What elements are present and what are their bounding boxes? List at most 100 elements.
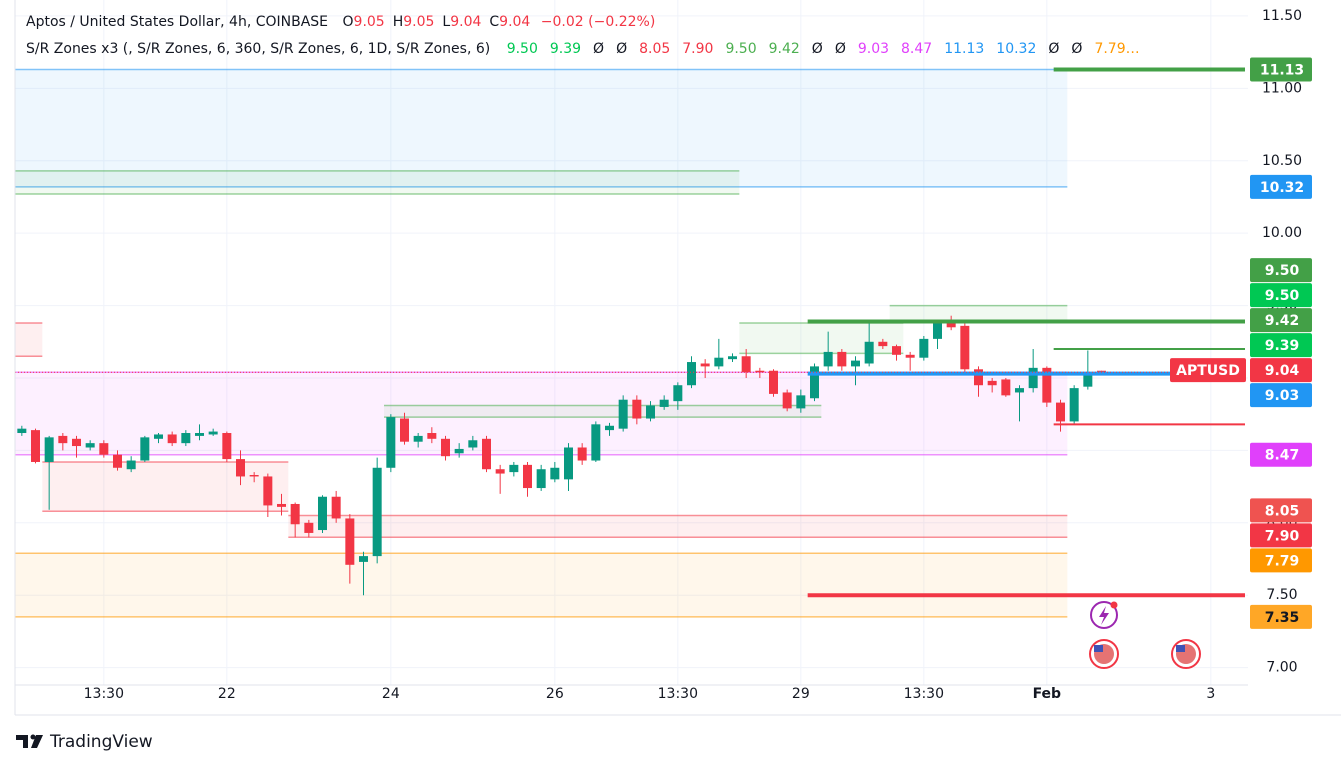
y-tick-label: 11.00 bbox=[1262, 80, 1302, 96]
price-label: 9.39 bbox=[1265, 338, 1300, 354]
price-label: 7.90 bbox=[1265, 528, 1300, 544]
ohlc-key: C bbox=[489, 14, 500, 30]
candle-body bbox=[195, 433, 204, 436]
price-label-box bbox=[1250, 383, 1312, 408]
candle-body bbox=[181, 433, 191, 444]
grid bbox=[15, 0, 1248, 685]
candle-body bbox=[618, 399, 628, 429]
candle-body bbox=[1001, 379, 1011, 396]
price-label-box bbox=[1250, 523, 1312, 548]
x-tick-label: 22 bbox=[218, 686, 236, 702]
candle-body bbox=[946, 322, 956, 328]
candle-body bbox=[632, 399, 642, 419]
candle-body bbox=[427, 433, 437, 439]
candle-body bbox=[714, 357, 724, 367]
ohlc-values: O9.05 H9.05 L9.04 C9.04 bbox=[333, 14, 531, 30]
candle-body bbox=[605, 425, 614, 431]
indicator-legend: S/R Zones x3 (, S/R Zones, 6, 360, S/R Z… bbox=[26, 41, 1140, 57]
candle-body bbox=[550, 467, 560, 480]
logo-mark bbox=[31, 735, 43, 748]
indicator-value: 10.32 bbox=[996, 41, 1037, 57]
ohlc-key: O bbox=[342, 14, 354, 30]
sr-zone bbox=[739, 322, 904, 354]
price-label-box bbox=[1250, 174, 1312, 199]
price-label-box bbox=[1250, 604, 1312, 629]
candle-body bbox=[1015, 388, 1024, 393]
indicator-value: Ø bbox=[593, 41, 605, 57]
candle-body bbox=[1097, 370, 1106, 373]
candle-body bbox=[1069, 388, 1079, 422]
event-icons[interactable] bbox=[1089, 601, 1201, 669]
price-label: 9.03 bbox=[1265, 388, 1300, 404]
price-label: 9.50 bbox=[1265, 263, 1300, 279]
candle-body bbox=[72, 438, 81, 447]
x-tick-label: 29 bbox=[792, 686, 810, 702]
candle-body bbox=[564, 447, 573, 480]
candle-body bbox=[482, 438, 491, 470]
candle-body bbox=[359, 556, 368, 562]
x-tick-label: 13:30 bbox=[84, 686, 124, 702]
logo-dot bbox=[30, 734, 36, 740]
lightning-glyph bbox=[1099, 606, 1109, 625]
price-labels: 11.13 10.32 9.50 9.50 9.42 9.39 9.04 APTUSD 9.03… bbox=[1170, 57, 1312, 629]
zones bbox=[15, 68, 1068, 618]
candle-body bbox=[755, 370, 765, 373]
candle-body bbox=[509, 464, 519, 473]
price-label: 9.50 bbox=[1265, 288, 1300, 304]
sr-zone bbox=[15, 372, 1068, 455]
price-label: 7.79 bbox=[1265, 553, 1300, 569]
legend-header: Aptos / United States Dollar, 4h, COINBA… bbox=[26, 14, 655, 30]
candle-body bbox=[345, 518, 355, 565]
candle-body bbox=[1028, 367, 1038, 389]
indicator-value: 9.03 bbox=[857, 41, 890, 57]
candle-body bbox=[878, 341, 888, 347]
indicator-value: 8.47 bbox=[901, 41, 933, 57]
price-label-box bbox=[1250, 442, 1312, 467]
sr-zone bbox=[889, 305, 1068, 322]
sr-zone bbox=[15, 69, 1068, 187]
y-tick-label: 7.50 bbox=[1266, 587, 1297, 603]
ohlc-value: 9.04 bbox=[450, 14, 482, 30]
indicator-value: 9.50 bbox=[506, 41, 538, 57]
ohlc-key: L bbox=[442, 14, 451, 30]
symbol-tag: APTUSD bbox=[1176, 363, 1240, 379]
change: −0.02 (−0.22%) bbox=[540, 14, 656, 30]
price-label-box bbox=[1250, 258, 1312, 283]
price-label: 9.04 bbox=[1265, 363, 1300, 379]
candle-body bbox=[31, 430, 40, 462]
candle-body bbox=[905, 354, 915, 358]
candle-body bbox=[782, 392, 792, 409]
candle-body bbox=[687, 362, 696, 386]
logo-text: TradingView bbox=[49, 732, 153, 752]
indicator-value: 9.39 bbox=[549, 41, 582, 57]
candle-body bbox=[837, 351, 847, 367]
indicator-value: Ø bbox=[834, 41, 846, 57]
candle-body bbox=[892, 346, 901, 355]
indicator-value: Ø bbox=[1071, 41, 1083, 57]
candle-body bbox=[591, 424, 601, 461]
candle-body bbox=[659, 399, 669, 407]
candle-body bbox=[58, 435, 68, 444]
candle-body bbox=[44, 437, 54, 462]
y-tick-label: 10.50 bbox=[1262, 153, 1302, 169]
candle-body bbox=[222, 433, 232, 460]
candle-body bbox=[236, 459, 245, 477]
indicator-value: 9.42 bbox=[768, 41, 800, 57]
candle-body bbox=[796, 395, 806, 409]
candle-body bbox=[769, 370, 778, 394]
candle-body bbox=[468, 440, 478, 448]
candle-body bbox=[523, 464, 532, 489]
indicator-value: 9.50 bbox=[725, 41, 757, 57]
event-dot bbox=[1110, 601, 1118, 609]
price-label: 8.05 bbox=[1265, 503, 1300, 519]
sr-zone bbox=[288, 515, 1068, 538]
candle-body bbox=[933, 322, 942, 339]
indicator-value: 11.13 bbox=[944, 41, 985, 57]
price-label: 10.32 bbox=[1260, 180, 1304, 196]
ohlc-value: 9.05 bbox=[403, 14, 435, 30]
candle-body bbox=[864, 341, 874, 364]
indicator-name: S/R Zones x3 (, S/R Zones, 6, 360, S/R Z… bbox=[26, 41, 491, 57]
candle-body bbox=[823, 351, 833, 367]
price-label-box bbox=[1250, 308, 1312, 333]
